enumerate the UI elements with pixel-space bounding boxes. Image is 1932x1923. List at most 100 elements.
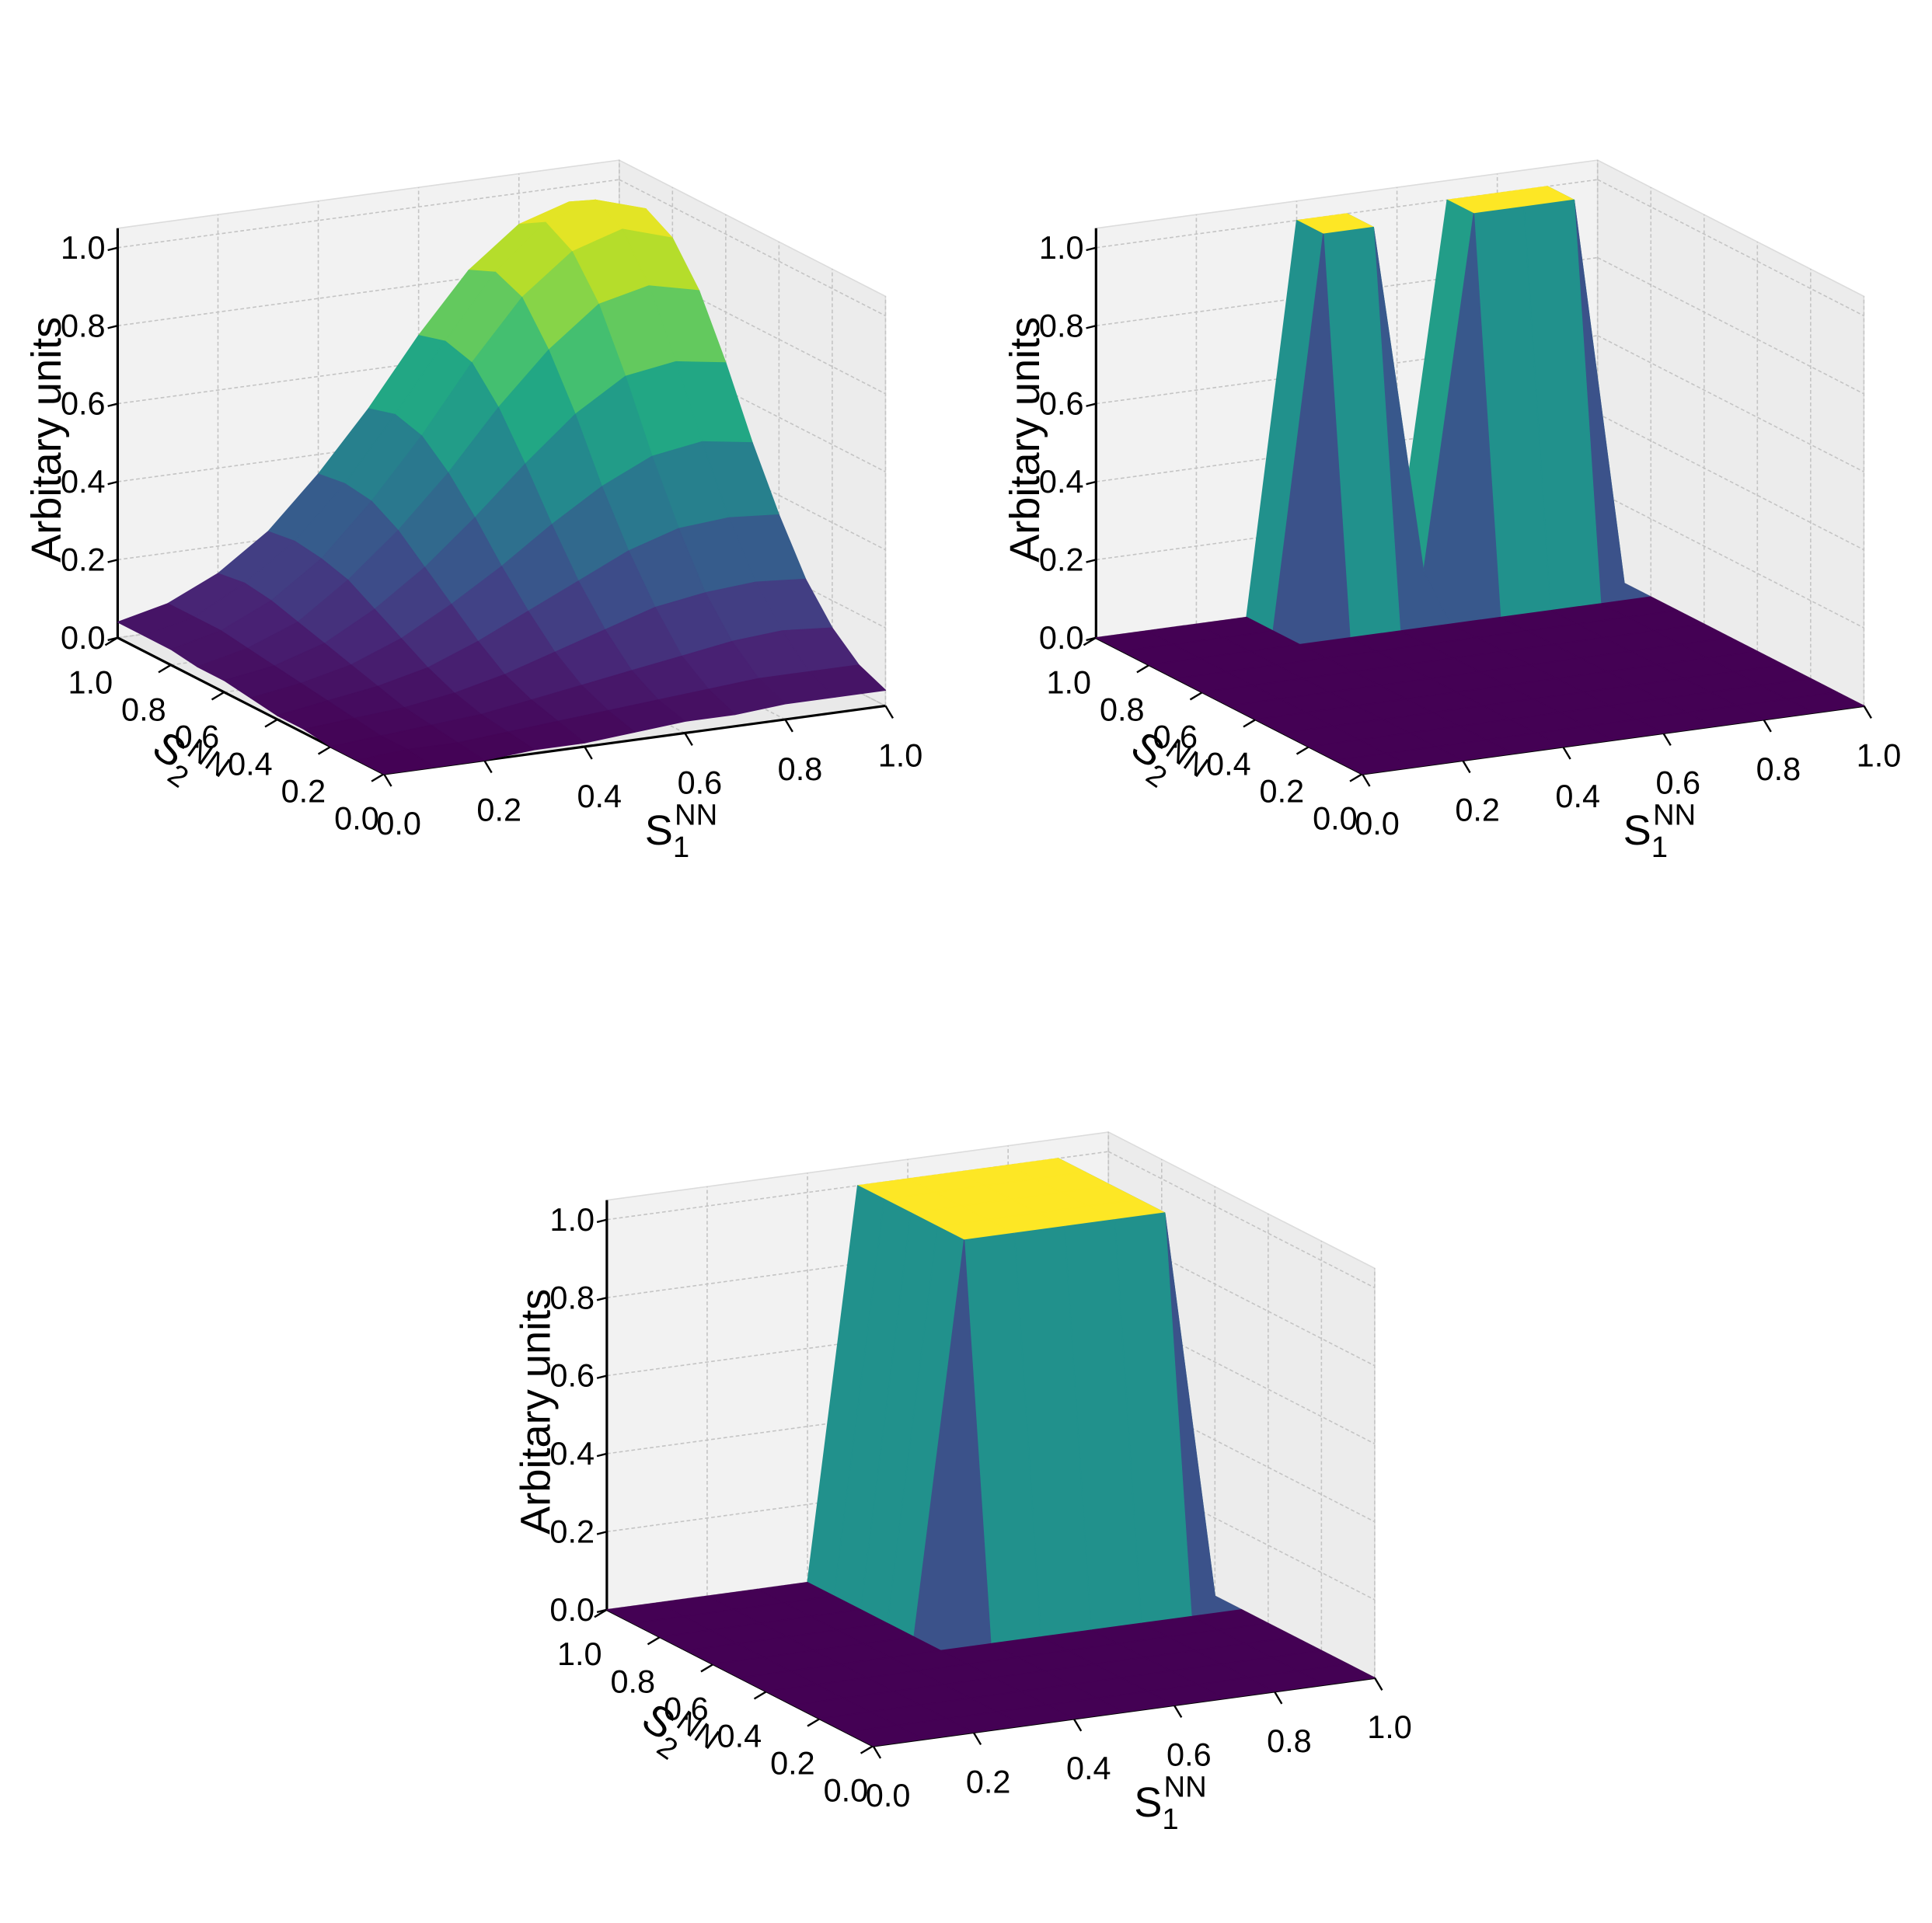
z-axis-label: Arbitary units <box>23 317 70 563</box>
z-tick-label: 0.2 <box>61 542 106 578</box>
y-tick <box>753 1690 768 1700</box>
z-tick-label: 0.6 <box>549 1357 595 1394</box>
y-tick <box>1296 745 1310 755</box>
x-tick <box>1763 719 1772 733</box>
y-tick-label: 0.6 <box>175 718 220 754</box>
z-tick-label: 1.0 <box>549 1201 595 1238</box>
z-axis-label: Arbitary units <box>513 1289 560 1535</box>
y-tick-label: 0.2 <box>1260 773 1305 810</box>
x-tick-label: 1.0 <box>878 737 923 773</box>
x-tick <box>382 773 392 787</box>
y-tick <box>1243 718 1257 728</box>
y-tick-label: 0.4 <box>228 745 273 782</box>
y-tick-label: 0.8 <box>121 691 166 727</box>
z-tick <box>107 480 118 486</box>
y-tick-label: 1.0 <box>1046 664 1091 700</box>
x-tick-label: 0.0 <box>376 805 421 841</box>
x-tick-label: 0.8 <box>1267 1723 1312 1759</box>
z-tick-label: 0.8 <box>549 1279 595 1315</box>
axis-label-superscript: NN <box>1653 798 1696 831</box>
axis-label-superscript: NN <box>675 798 717 831</box>
z-tick-label: 0.6 <box>61 385 106 422</box>
y-tick <box>1136 664 1150 674</box>
axis-label: S1NN <box>1134 1770 1207 1835</box>
z-tick-label: 0.4 <box>1039 463 1084 500</box>
axis-label-base: S <box>645 807 673 854</box>
grid-line <box>1597 413 1864 551</box>
y-tick <box>1349 773 1363 782</box>
x-tick-label: 1.0 <box>1857 737 1902 773</box>
z-tick <box>596 1531 608 1535</box>
x-tick <box>1462 759 1471 774</box>
x-tick <box>784 719 793 733</box>
z-tick <box>596 1452 608 1458</box>
z-tick <box>596 1297 608 1301</box>
z-tick <box>596 1374 608 1379</box>
x-tick <box>1562 746 1571 760</box>
x-tick-label: 0.6 <box>1656 764 1701 800</box>
y-tick <box>807 1717 821 1727</box>
y-tick-label: 0.6 <box>664 1690 709 1726</box>
z-tick <box>1086 636 1097 642</box>
x-tick-label: 0.2 <box>476 791 521 827</box>
z-tick <box>107 402 118 407</box>
z-tick-label: 1.0 <box>61 229 106 266</box>
x-tick <box>972 1731 982 1746</box>
grid-line <box>1597 491 1864 629</box>
x-tick <box>483 759 493 774</box>
y-tick <box>158 664 172 674</box>
y-tick <box>371 773 385 782</box>
y-tick-label: 0.6 <box>1153 718 1198 754</box>
x-tick-label: 0.6 <box>678 764 723 800</box>
x-tick <box>1072 1718 1083 1732</box>
z-tick-label: 0.0 <box>1039 619 1084 656</box>
chart-panel: 0.0 0.2 0.4 0.6 0.8 1.00.00.20.40.60.81.00.00… <box>23 159 923 864</box>
grid-line <box>619 179 886 317</box>
x-tick-label: 0.0 <box>866 1777 911 1813</box>
z-tick-label: 0.0 <box>549 1591 595 1628</box>
z-tick <box>1086 402 1097 407</box>
axis-label-subscript: 1 <box>1162 1803 1178 1836</box>
y-tick-label: 0.8 <box>1100 691 1145 727</box>
x-tick <box>1273 1691 1283 1705</box>
z-tick <box>596 1218 608 1224</box>
chart-panel: 0.0 0.2 0.4 0.6 0.8 1.00.00.20.40.60.81.00.00… <box>513 1130 1412 1836</box>
axis-label-superscript: NN <box>1163 1770 1206 1803</box>
z-tick-label: 0.4 <box>61 463 106 500</box>
surface-patch <box>846 1725 924 1747</box>
z-tick <box>107 325 118 329</box>
x-tick-label: 0.2 <box>966 1763 1011 1799</box>
x-tick-label: 0.4 <box>577 778 622 814</box>
z-tick <box>1086 480 1097 486</box>
z-tick <box>1086 246 1097 252</box>
grid-line <box>117 179 619 249</box>
y-tick <box>264 718 278 728</box>
x-tick <box>584 746 593 760</box>
grid-line <box>1597 256 1864 395</box>
chart-panel: 0.0 0.2 0.4 0.6 0.8 1.00.00.20.40.60.81.00.00… <box>1002 159 1902 864</box>
x-tick <box>1863 705 1872 719</box>
y-tick-label: 0.8 <box>611 1663 656 1699</box>
x-tick <box>884 705 895 719</box>
y-tick <box>647 1636 661 1646</box>
y-tick-label: 0.2 <box>770 1744 815 1781</box>
z-tick-label: 0.4 <box>549 1435 595 1472</box>
x-tick-label: 0.6 <box>1167 1736 1212 1772</box>
axis-label-base: S <box>1134 1779 1162 1826</box>
y-tick-label: 0.0 <box>1313 800 1358 837</box>
surface-patch <box>357 749 435 775</box>
z-tick-label: 0.8 <box>1039 307 1084 343</box>
x-tick-label: 0.8 <box>778 751 823 787</box>
grid-line <box>1597 335 1864 472</box>
z-tick <box>1086 559 1097 563</box>
grid-line <box>1597 179 1864 317</box>
z-axis-label: Arbitary units <box>1002 317 1048 563</box>
grid-line <box>1107 1151 1376 1289</box>
y-tick <box>211 691 225 701</box>
z-tick <box>107 636 118 642</box>
y-tick <box>317 745 332 755</box>
z-tick <box>107 559 118 563</box>
surface-patch <box>1335 753 1414 775</box>
z-tick-label: 1.0 <box>1039 229 1084 266</box>
y-tick-label: 0.0 <box>334 800 379 837</box>
